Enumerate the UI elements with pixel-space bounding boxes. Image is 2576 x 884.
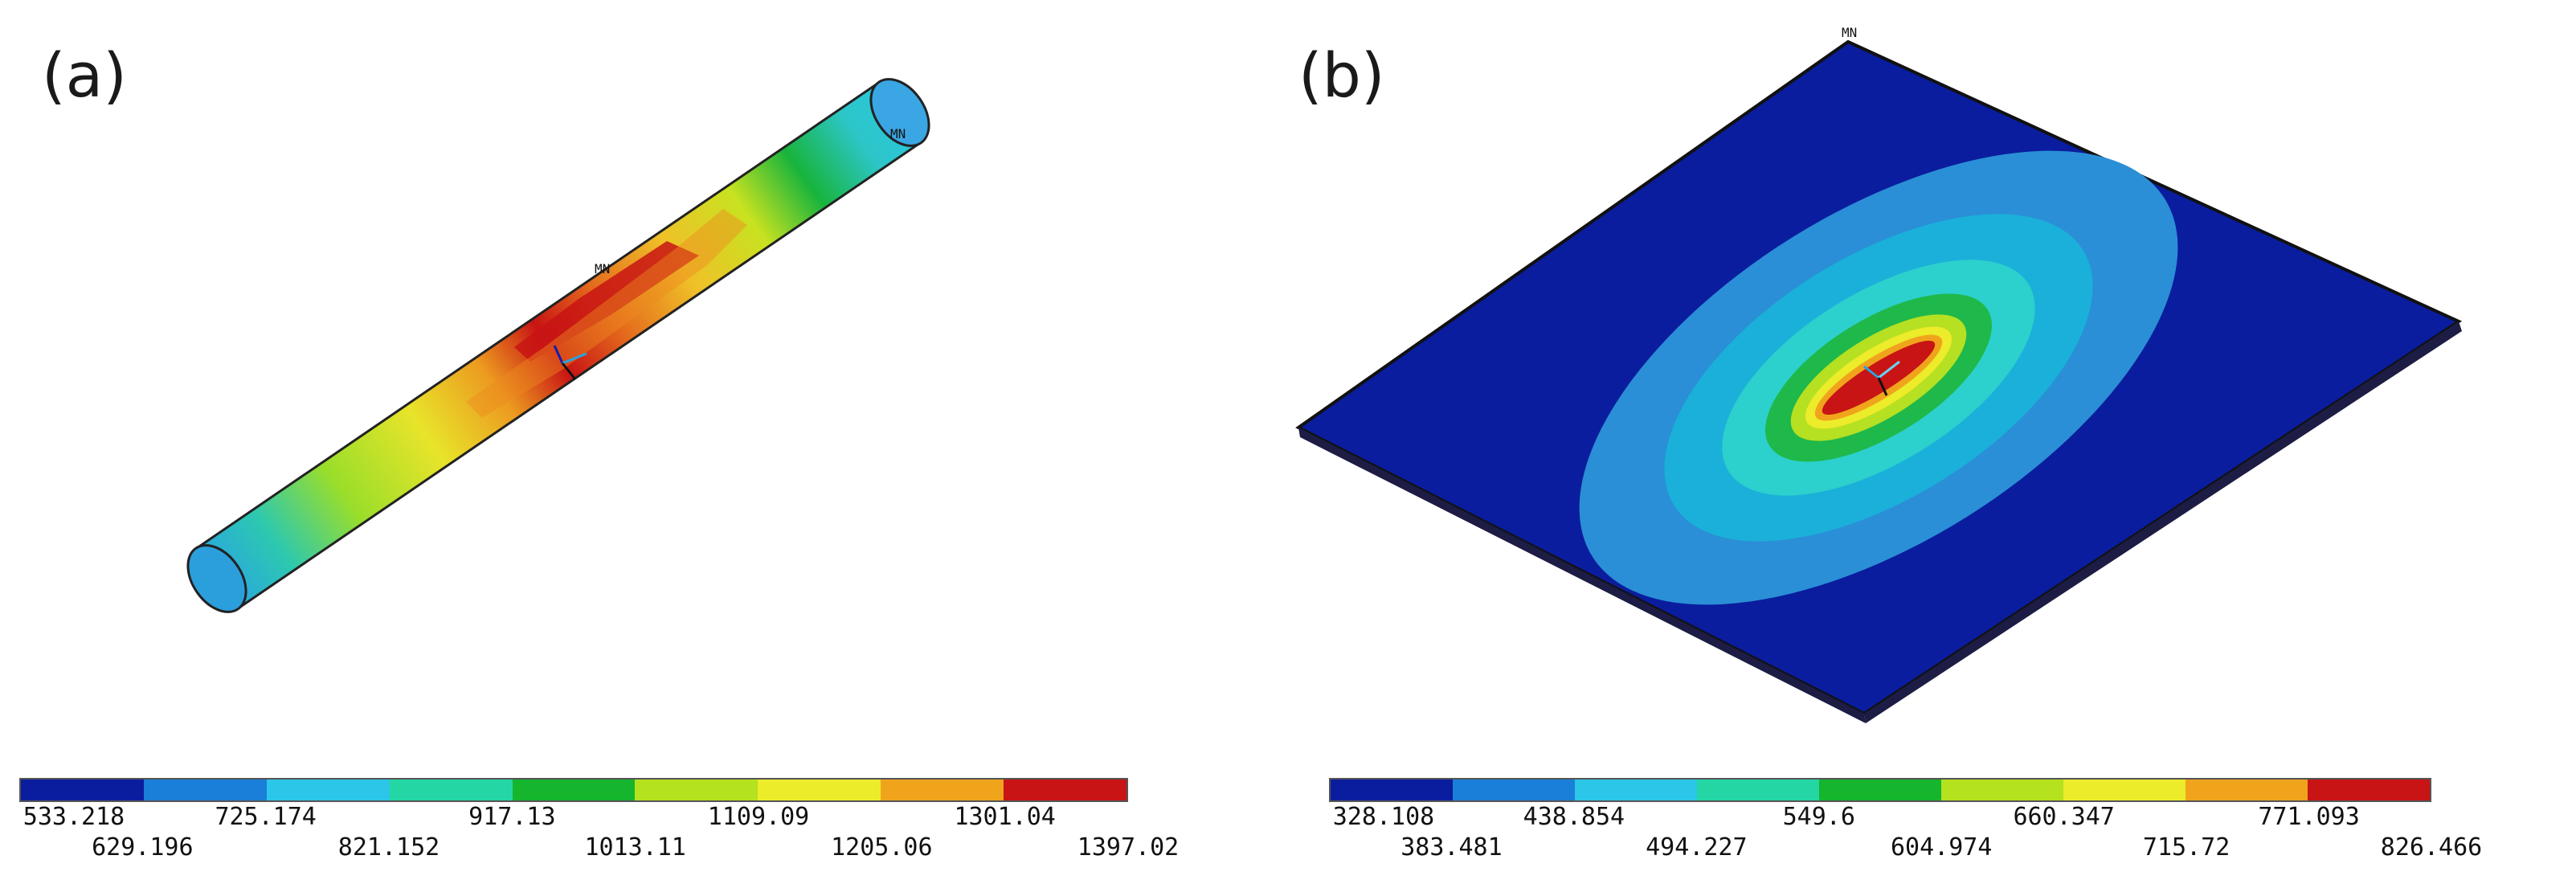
colorbar-tick-label: 438.854 [1523, 803, 1625, 831]
plate-edge [1864, 321, 2462, 723]
rod-end-cap-top [869, 78, 930, 147]
colorbar-segment [1331, 780, 1453, 800]
colorbar-tick-label: 917.13 [468, 803, 556, 831]
colorbar-segment [266, 780, 390, 800]
colorbar-tick-label: 604.974 [1891, 833, 1993, 861]
axis-triad-a [553, 345, 587, 380]
colorbar-segment [2186, 780, 2308, 800]
colorbar-segment [1819, 780, 1941, 800]
colorbar-tick-label: 826.466 [2380, 833, 2483, 861]
colorbar-tick-label: 1301.04 [954, 803, 1056, 831]
colorbar-tick-label: 533.218 [22, 803, 125, 831]
node-label-min: MN [595, 261, 610, 276]
colorbar-segment [2308, 780, 2430, 800]
axis-triad-b [1863, 360, 1900, 396]
colorbar-segment [881, 780, 1004, 800]
colorbar-segment [1575, 780, 1697, 800]
colorbar-tick-label: 328.108 [1332, 803, 1435, 831]
colorbar-segment [1941, 780, 2063, 800]
colorbar-tick-label: 660.347 [2013, 803, 2115, 831]
colorbar-tick-label: 629.196 [92, 833, 194, 861]
colorbar-tick-label: 771.093 [2258, 803, 2360, 831]
node-label-top: MN [1842, 25, 1857, 40]
colorbar-tick-label: 725.174 [215, 803, 317, 831]
rod-end-cap-bottom [186, 544, 247, 613]
colorbar-segment [512, 780, 636, 800]
colorbar-b [1329, 778, 2431, 802]
colorbar-segment [21, 780, 144, 800]
colorbar-tick-label: 1109.09 [707, 803, 810, 831]
node-label-max: MN [890, 126, 906, 141]
colorbar-segment [143, 780, 267, 800]
colorbar-segment [2063, 780, 2186, 800]
colorbar-tick-label: 821.152 [337, 833, 440, 861]
colorbar-segment [758, 780, 881, 800]
colorbar-tick-label: 1013.11 [584, 833, 686, 861]
colorbar-a [19, 778, 1128, 802]
colorbar-tick-label: 383.481 [1400, 833, 1503, 861]
colorbar-tick-label: 1205.06 [831, 833, 933, 861]
colorbar-segment [389, 780, 513, 800]
panel-label-b: (b) [1298, 39, 1385, 111]
colorbar-tick-label: 715.72 [2142, 833, 2230, 861]
colorbar-segment [1697, 780, 1819, 800]
colorbar-segment [1453, 780, 1575, 800]
rod-model: MN MN [186, 78, 930, 613]
colorbar-tick-label: 549.6 [1782, 803, 1855, 831]
rod-warm-zone [466, 209, 747, 418]
plate-model: MN [1295, 25, 2463, 723]
plate-edge-left [1298, 428, 1866, 723]
panel-label-a: (a) [42, 39, 127, 111]
colorbar-tick-label: 1397.02 [1077, 833, 1180, 861]
colorbar-segment [1004, 780, 1127, 800]
colorbar-tick-label: 494.227 [1646, 833, 1748, 861]
rod-hot-zone [514, 241, 699, 362]
colorbar-segment [635, 780, 758, 800]
